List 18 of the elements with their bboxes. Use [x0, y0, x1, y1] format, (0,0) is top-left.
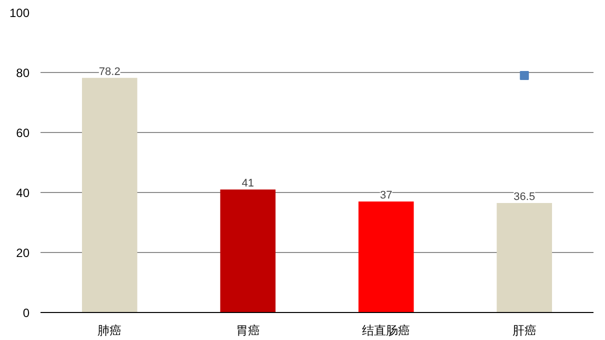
- y-tick-label: 0: [22, 306, 30, 320]
- y-tick-label: 40: [16, 186, 30, 200]
- y-tick-label: 80: [16, 66, 30, 80]
- bar: [358, 202, 414, 312]
- y-tick-label: 100: [9, 6, 30, 20]
- x-tick-label: 肝癌: [512, 324, 536, 338]
- data-label: 41: [242, 178, 254, 190]
- x-tick-label: 肺癌: [98, 324, 122, 338]
- x-tick-label: 胃癌: [236, 324, 260, 338]
- data-label: 37: [380, 190, 392, 202]
- bar: [220, 190, 276, 312]
- y-tick-label: 60: [16, 126, 30, 140]
- x-tick-label: 结直肠癌: [362, 324, 410, 338]
- data-label: 36.5: [514, 191, 536, 203]
- bar: [82, 78, 138, 312]
- y-tick-label: 20: [16, 246, 30, 260]
- bar: [496, 203, 552, 312]
- data-label: 78.2: [98, 66, 120, 78]
